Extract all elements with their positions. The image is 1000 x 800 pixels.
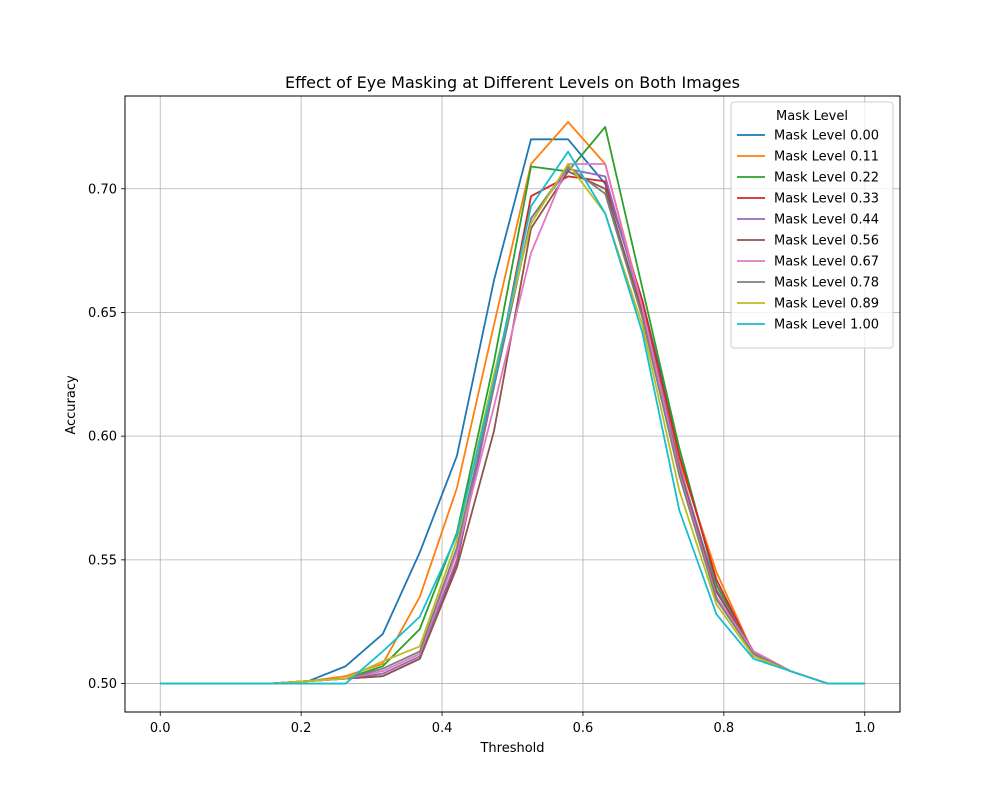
series-line-9 xyxy=(160,150,865,685)
x-tick-label: 0.8 xyxy=(714,721,735,736)
legend-entry-6: Mask Level 0.67 xyxy=(774,255,879,270)
y-tick-label: 0.55 xyxy=(88,553,117,568)
y-tick-label: 0.70 xyxy=(88,182,117,197)
series-lines xyxy=(160,121,865,685)
y-axis-label: Accuracy xyxy=(64,375,79,435)
y-tick-label: 0.65 xyxy=(88,306,117,321)
x-axis-label: Threshold xyxy=(479,741,544,756)
legend-entry-8: Mask Level 0.89 xyxy=(774,297,879,312)
axis-ticks: 0.0 0.2 0.4 0.6 0.8 1.0 0.50 0.55 0.60 0.65 0.70 xyxy=(88,182,875,736)
legend-entry-2: Mask Level 0.22 xyxy=(774,171,879,186)
legend-entry-5: Mask Level 0.56 xyxy=(774,234,879,249)
legend: Mask Level Mask Level 0.00 Mask Level 0.11… xyxy=(730,101,894,349)
chart-title: Effect of Eye Masking at Different Level… xyxy=(285,73,740,92)
x-tick-label: 0.2 xyxy=(291,721,312,736)
x-tick-label: 0.0 xyxy=(150,721,171,736)
y-tick-label: 0.60 xyxy=(88,430,117,445)
legend-entry-4: Mask Level 0.44 xyxy=(774,213,879,228)
legend-box xyxy=(730,101,894,349)
x-tick-label: 1.0 xyxy=(854,721,875,736)
legend-entry-3: Mask Level 0.33 xyxy=(774,192,879,207)
plot-frame xyxy=(124,95,901,713)
legend-entry-0: Mask Level 0.00 xyxy=(774,129,879,144)
legend-title: Mask Level xyxy=(776,109,848,124)
legend-entry-7: Mask Level 0.78 xyxy=(774,276,879,291)
legend-entry-1: Mask Level 0.11 xyxy=(774,150,879,165)
x-tick-label: 0.6 xyxy=(573,721,594,736)
y-tick-label: 0.50 xyxy=(88,677,117,692)
legend-entry-9: Mask Level 1.00 xyxy=(774,318,879,333)
x-tick-label: 0.4 xyxy=(432,721,453,736)
